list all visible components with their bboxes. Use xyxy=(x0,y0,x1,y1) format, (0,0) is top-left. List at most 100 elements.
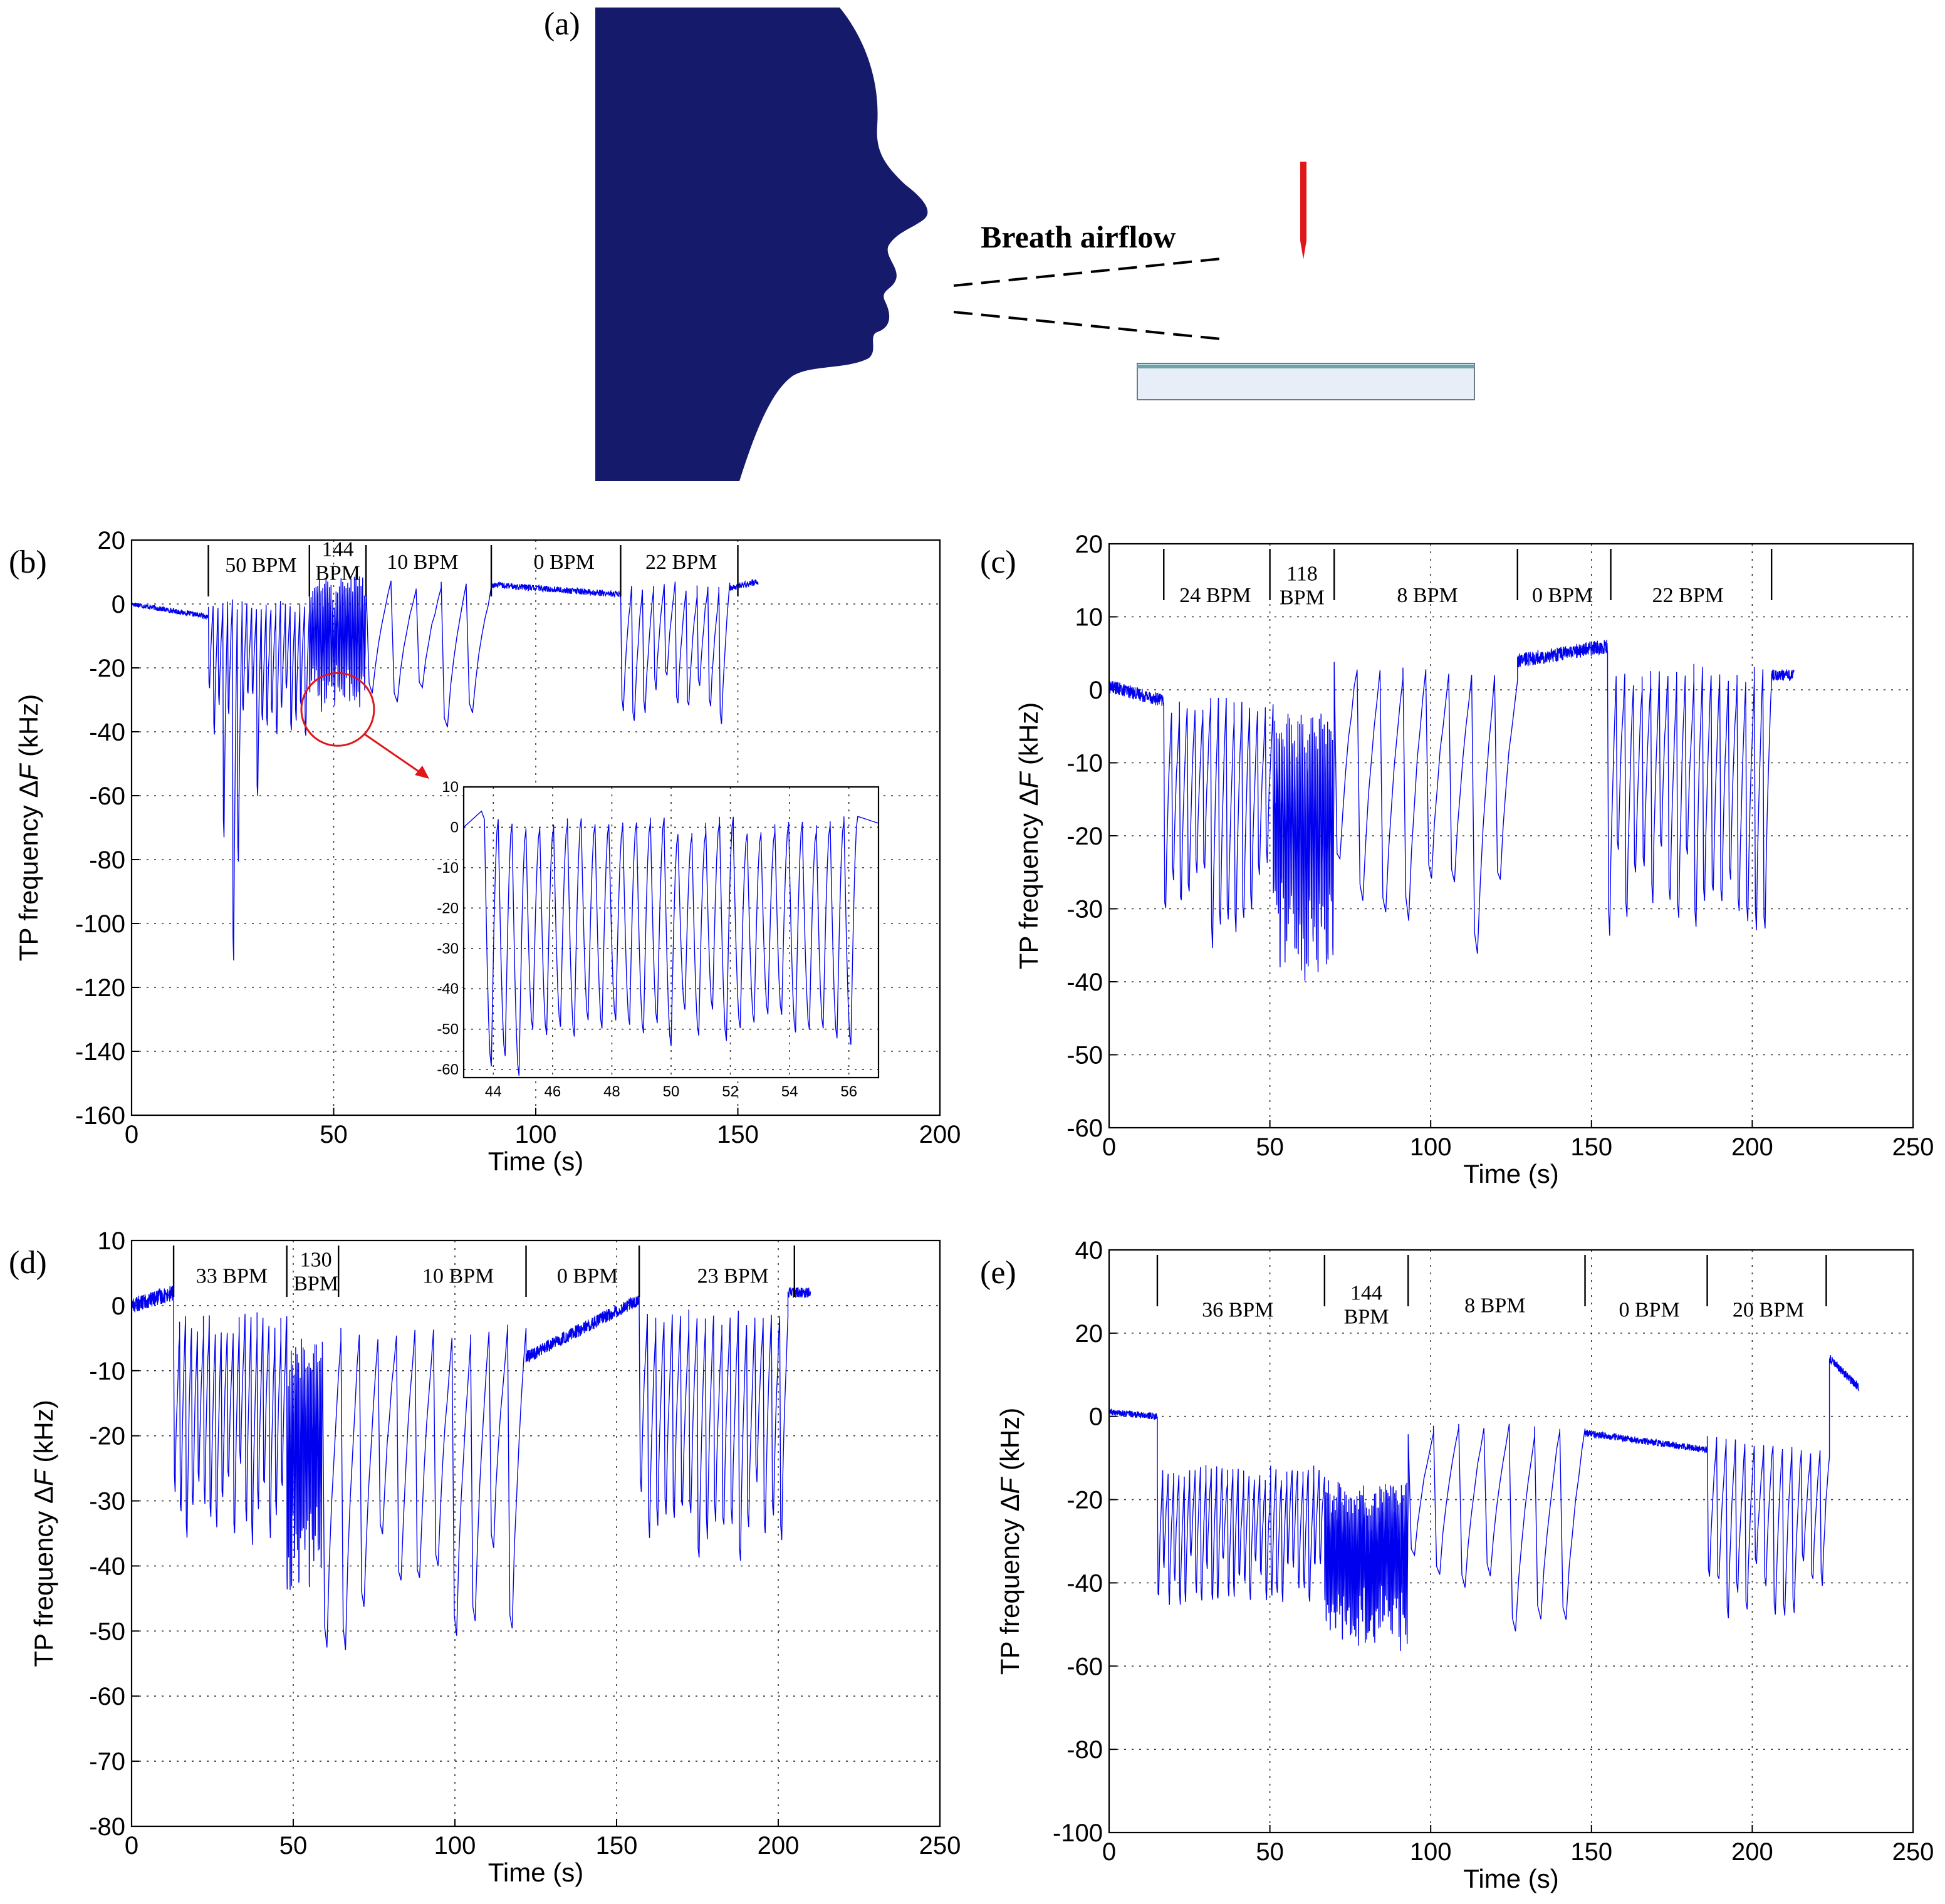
segment-rate-label: 36 BPM xyxy=(1202,1298,1273,1321)
inset-y-tick-label: -10 xyxy=(437,860,459,877)
y-axis-label: TP frequency ΔF (kHz) xyxy=(29,1400,58,1667)
segment-rate-label: 8 BPM xyxy=(1397,584,1457,607)
y-tick-label: 0 xyxy=(1089,1403,1103,1431)
segment-rate-label: 22 BPM xyxy=(1652,584,1724,607)
y-tick-label: -60 xyxy=(1066,1115,1103,1142)
zoom-arrow-head-icon xyxy=(415,766,429,779)
x-tick-label: 200 xyxy=(758,1832,800,1860)
needle-probe-icon xyxy=(1300,162,1306,259)
inset-x-tick-label: 46 xyxy=(545,1083,561,1100)
x-tick-label: 50 xyxy=(1256,1133,1284,1161)
y-tick-label: -120 xyxy=(75,974,125,1002)
x-tick-label: 150 xyxy=(596,1832,638,1860)
inset-x-tick-label: 44 xyxy=(485,1083,502,1100)
charts: (b)0 50 100 150 200200-20-40-60-80-100-120-1… xyxy=(9,527,1934,1893)
y-tick-label: -160 xyxy=(75,1102,125,1130)
plot-frame xyxy=(1108,543,1914,1129)
data-series-line xyxy=(131,1286,811,1650)
plot-frame xyxy=(1108,1249,1914,1834)
y-tick-label: -30 xyxy=(89,1488,125,1516)
x-tick-label: 200 xyxy=(1731,1838,1773,1866)
segment-rate-label: 8 BPM xyxy=(1464,1294,1525,1318)
segment-rate-label: 33 BPM xyxy=(196,1265,268,1288)
plot-frame xyxy=(130,1239,941,1828)
panel-a-label: (a) xyxy=(544,6,580,42)
x-tick-label: 250 xyxy=(1892,1838,1934,1866)
x-tick-label: 100 xyxy=(515,1121,557,1148)
x-tick-label: 150 xyxy=(1570,1133,1612,1161)
y-axis-label: TP frequency ΔF (kHz) xyxy=(1014,702,1043,969)
inset-y-tick-label: -20 xyxy=(437,900,459,917)
x-tick-label: 100 xyxy=(1410,1838,1452,1866)
x-tick-label: 50 xyxy=(1256,1838,1284,1866)
segment-rate-label: 0 BPM xyxy=(557,1265,618,1288)
x-tick-label: 0 xyxy=(125,1832,138,1860)
inset-y-tick-label: -60 xyxy=(437,1061,459,1078)
y-tick-label: 0 xyxy=(112,591,125,618)
chart-panel: (c)0 50 100 150 200 25020100-10-20-30-40-50-6… xyxy=(980,531,1934,1189)
y-tick-label: 20 xyxy=(1075,1320,1103,1348)
y-tick-label: -80 xyxy=(89,1813,125,1841)
y-axis-label: TP frequency ΔF (kHz) xyxy=(14,694,43,961)
x-tick-label: 50 xyxy=(320,1121,348,1148)
airflow-line-lower xyxy=(953,311,1228,341)
inset-y-tick-label: 10 xyxy=(442,779,459,796)
segment-rate-label: 144 BPM xyxy=(315,538,360,585)
y-tick-label: 40 xyxy=(1075,1237,1103,1264)
panel-label: (e) xyxy=(980,1255,1016,1291)
inset-y-tick-label: -30 xyxy=(437,940,459,957)
y-tick-label: -70 xyxy=(89,1748,125,1776)
x-axis-label: Time (s) xyxy=(1463,1159,1558,1189)
y-tick-label: -80 xyxy=(89,846,125,874)
x-tick-label: 100 xyxy=(434,1832,476,1860)
x-tick-label: 200 xyxy=(919,1121,961,1148)
inset-y-tick-label: -50 xyxy=(437,1021,459,1038)
segment-rate-label: 130 BPM xyxy=(293,1249,338,1296)
chart-panel: (e)0 50 100 150 200 25040200-20-40-60-80-1003… xyxy=(980,1237,1934,1893)
y-tick-label: -60 xyxy=(1066,1653,1103,1680)
inset-x-tick-label: 54 xyxy=(781,1083,798,1100)
y-tick-label: -10 xyxy=(89,1358,125,1385)
y-tick-label: 0 xyxy=(112,1293,125,1320)
airflow-line-upper xyxy=(953,257,1228,287)
x-tick-label: 50 xyxy=(279,1832,308,1860)
y-tick-label: -80 xyxy=(1066,1736,1103,1764)
x-axis-label: Time (s) xyxy=(488,1147,583,1176)
inset-y-tick-label: -40 xyxy=(437,981,459,997)
segment-rate-label: 0 BPM xyxy=(533,551,594,574)
y-tick-label: 0 xyxy=(1089,677,1103,704)
x-axis-label: Time (s) xyxy=(1463,1864,1558,1893)
segment-rate-label: 20 BPM xyxy=(1733,1298,1804,1321)
y-tick-label: -40 xyxy=(1066,1569,1103,1597)
plot-area xyxy=(132,1241,940,1826)
y-axis-label: TP frequency ΔF (kHz) xyxy=(995,1408,1025,1675)
y-tick-label: -40 xyxy=(89,1553,125,1580)
head-silhouette-icon xyxy=(595,8,928,481)
x-tick-label: 0 xyxy=(1102,1133,1116,1161)
x-tick-label: 250 xyxy=(1892,1133,1934,1161)
y-tick-label: -140 xyxy=(75,1038,125,1066)
data-series-line xyxy=(1108,1355,1859,1652)
segment-rate-label: 0 BPM xyxy=(1532,584,1593,607)
y-tick-label: -20 xyxy=(89,1423,125,1450)
chart-panel: (d)0 50 100 150 200 250100-10-20-30-40-50-60-… xyxy=(9,1227,961,1887)
x-tick-label: 150 xyxy=(1570,1838,1612,1866)
x-axis-label: Time (s) xyxy=(488,1858,583,1887)
x-tick-label: 200 xyxy=(1731,1133,1773,1161)
panel-label: (b) xyxy=(9,544,47,580)
substrate-plate xyxy=(1137,363,1475,400)
x-tick-label: 250 xyxy=(919,1832,961,1860)
segment-rate-label: 24 BPM xyxy=(1179,584,1251,607)
segment-rate-label: 50 BPM xyxy=(225,554,296,577)
inset-x-tick-label: 48 xyxy=(603,1083,620,1100)
inset-zoom: 44 46 48 50 52 54 56 10 0 -10 -20 -30 -40 -50 -60 xyxy=(300,672,880,1100)
x-tick-label: 0 xyxy=(1102,1838,1116,1866)
inset-x-tick-label: 56 xyxy=(840,1083,857,1100)
inset-x-tick-label: 50 xyxy=(663,1083,680,1100)
segment-rate-label: 0 BPM xyxy=(1619,1298,1680,1321)
segment-rate-label: 10 BPM xyxy=(387,551,458,574)
y-tick-label: -60 xyxy=(89,783,125,810)
y-tick-label: -40 xyxy=(89,719,125,746)
segment-rate-label: 144 BPM xyxy=(1344,1282,1389,1329)
